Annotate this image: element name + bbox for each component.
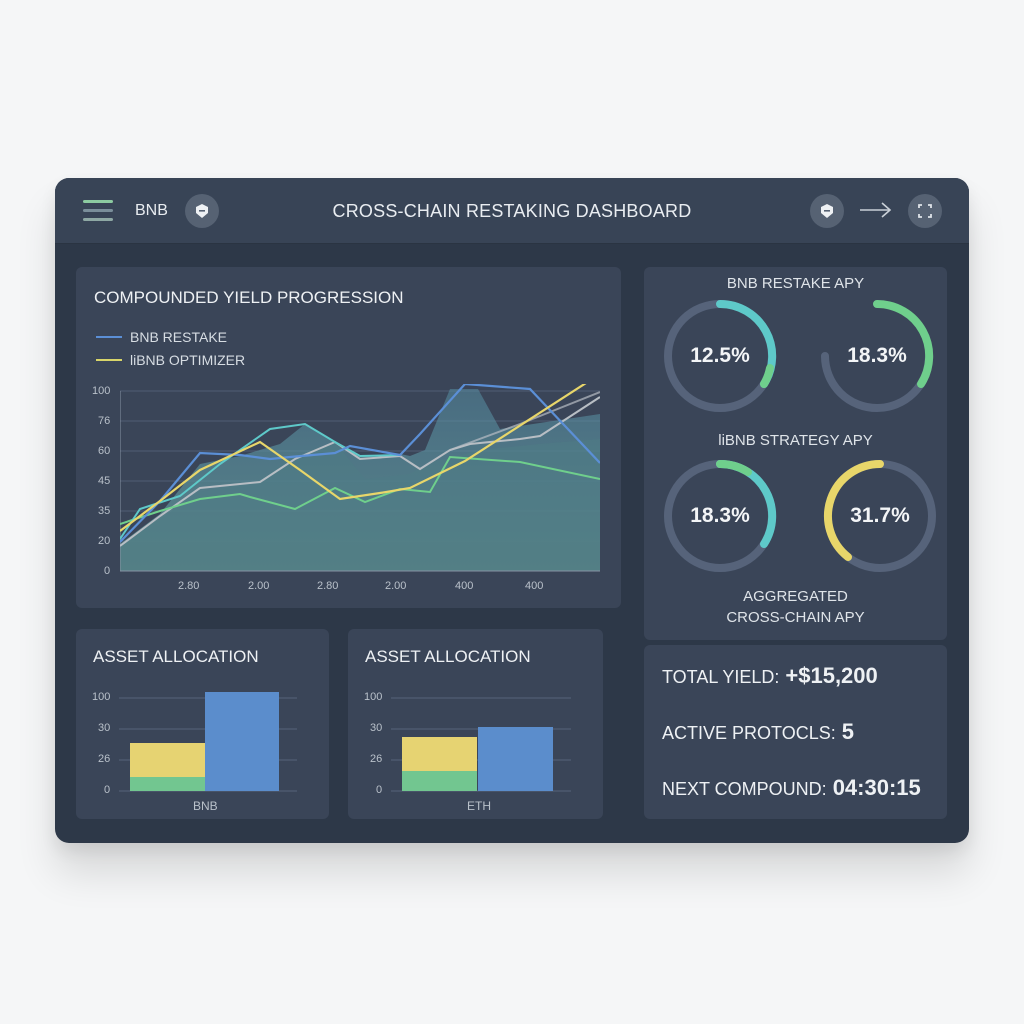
gauge-bnb-restake: 12.5% (660, 296, 780, 416)
gauge-libnb-strategy: 18.3% (660, 456, 780, 576)
y-tick: 0 (104, 784, 111, 796)
stat-total-yield: TOTAL YIELD: +$15,200 (662, 663, 878, 689)
asset-allocation-title: ASSET ALLOCATION (365, 647, 531, 666)
yield-chart-title: COMPOUNDED YIELD PROGRESSION (94, 288, 404, 307)
y-tick: 35 (98, 505, 111, 517)
legend-label: BNB RESTAKE (130, 328, 227, 345)
y-tick: 30 (370, 722, 383, 734)
y-tick: 0 (376, 784, 383, 796)
stats-panel: TOTAL YIELD: +$15,200 ACTIVE PROTOCLS: 5 N… (644, 645, 947, 819)
fullscreen-icon[interactable] (908, 194, 942, 228)
legend-swatch (96, 335, 122, 338)
y-tick: 45 (98, 475, 111, 487)
bnb-bar-chart (119, 692, 297, 792)
x-category: ETH (467, 799, 491, 813)
bar-blue (478, 727, 553, 791)
legend-label: liBNB OPTIMIZER (130, 351, 246, 368)
gauge-value: 31.7% (850, 504, 910, 527)
y-tick: 0 (104, 565, 111, 577)
bar-yellow (130, 743, 205, 777)
stat-label: ACTIVE PROTOCLS: (662, 723, 836, 743)
stat-label: NEXT COMPOUND: (662, 779, 827, 799)
stat-label: TOTAL YIELD: (662, 667, 780, 687)
bar-green (402, 771, 477, 791)
bnb-restake-apy-label: BNB RESTAKE APY (726, 275, 865, 292)
bar-green (130, 777, 205, 791)
legend-item-bnb-restake[interactable]: BNB RESTAKE (96, 325, 245, 348)
y-tick: 30 (98, 722, 111, 734)
aggregated-label: AGGREGATED (743, 588, 848, 605)
y-tick: 26 (370, 753, 383, 765)
y-tick: 76 (98, 415, 111, 427)
gauge-aggregated: 31.7% (820, 456, 940, 576)
libnb-strategy-apy-label: liBNB STRATEGY APY (718, 432, 873, 449)
yield-line-chart (120, 384, 600, 572)
top-bar: BNB CROSS-CHAIN RESTAKING DASHBOARD (55, 178, 969, 244)
gauge-value: 18.3% (847, 344, 907, 367)
x-tick: 2.80 (317, 580, 339, 592)
bar-yellow (402, 737, 477, 771)
shield-icon[interactable] (185, 194, 219, 228)
stat-value: +$15,200 (785, 663, 878, 688)
stat-value: 04:30:15 (832, 775, 921, 800)
legend-item-libnb-optimizer[interactable]: liBNB OPTIMIZER (96, 348, 245, 371)
brand-label: BNB (135, 202, 168, 219)
chart-legend: BNB RESTAKE liBNB OPTIMIZER (96, 325, 245, 371)
y-tick: 60 (98, 445, 111, 457)
page-title: CROSS-CHAIN RESTAKING DASHBOARD (332, 201, 692, 221)
y-tick: 100 (92, 691, 111, 703)
stat-value: 5 (841, 719, 854, 744)
yield-chart-panel: COMPOUNDED YIELD PROGRESSION BNB RESTAKE… (76, 267, 621, 608)
shield-icon[interactable] (810, 194, 844, 228)
x-tick: 2.00 (385, 580, 407, 592)
arrow-right-icon[interactable] (858, 199, 894, 221)
y-tick: 100 (364, 691, 383, 703)
apy-panel: BNB RESTAKE APY 12.5% 18.3% liBNB STRATE… (644, 267, 947, 640)
x-tick: 400 (455, 580, 474, 592)
cross-chain-apy-label: CROSS-CHAIN APY (726, 609, 865, 626)
eth-bar-chart (391, 697, 571, 792)
gauge-bnb-restake-2: 18.3% (817, 296, 937, 416)
asset-allocation-bnb-panel: ASSET ALLOCATION 100 30 26 0 BNB (76, 629, 329, 819)
asset-allocation-title: ASSET ALLOCATION (93, 647, 259, 666)
bar-blue (205, 692, 279, 791)
stat-next-compound: NEXT COMPOUND: 04:30:15 (662, 775, 921, 801)
y-tick: 100 (92, 385, 111, 397)
x-tick: 400 (525, 580, 544, 592)
gauge-value: 12.5% (690, 344, 750, 367)
menu-icon[interactable] (83, 200, 113, 222)
gauge-value: 18.3% (690, 504, 750, 527)
legend-swatch (96, 358, 122, 361)
x-tick: 2.00 (248, 580, 270, 592)
x-category: BNB (193, 799, 218, 813)
y-tick: 26 (98, 753, 111, 765)
dashboard-window: BNB CROSS-CHAIN RESTAKING DASHBOARD COMP… (55, 178, 969, 843)
y-tick: 20 (98, 535, 111, 547)
x-tick: 2.80 (178, 580, 200, 592)
stat-active-protocols: ACTIVE PROTOCLS: 5 (662, 719, 854, 745)
asset-allocation-eth-panel: ASSET ALLOCATION 100 30 26 0 ETH (348, 629, 603, 819)
